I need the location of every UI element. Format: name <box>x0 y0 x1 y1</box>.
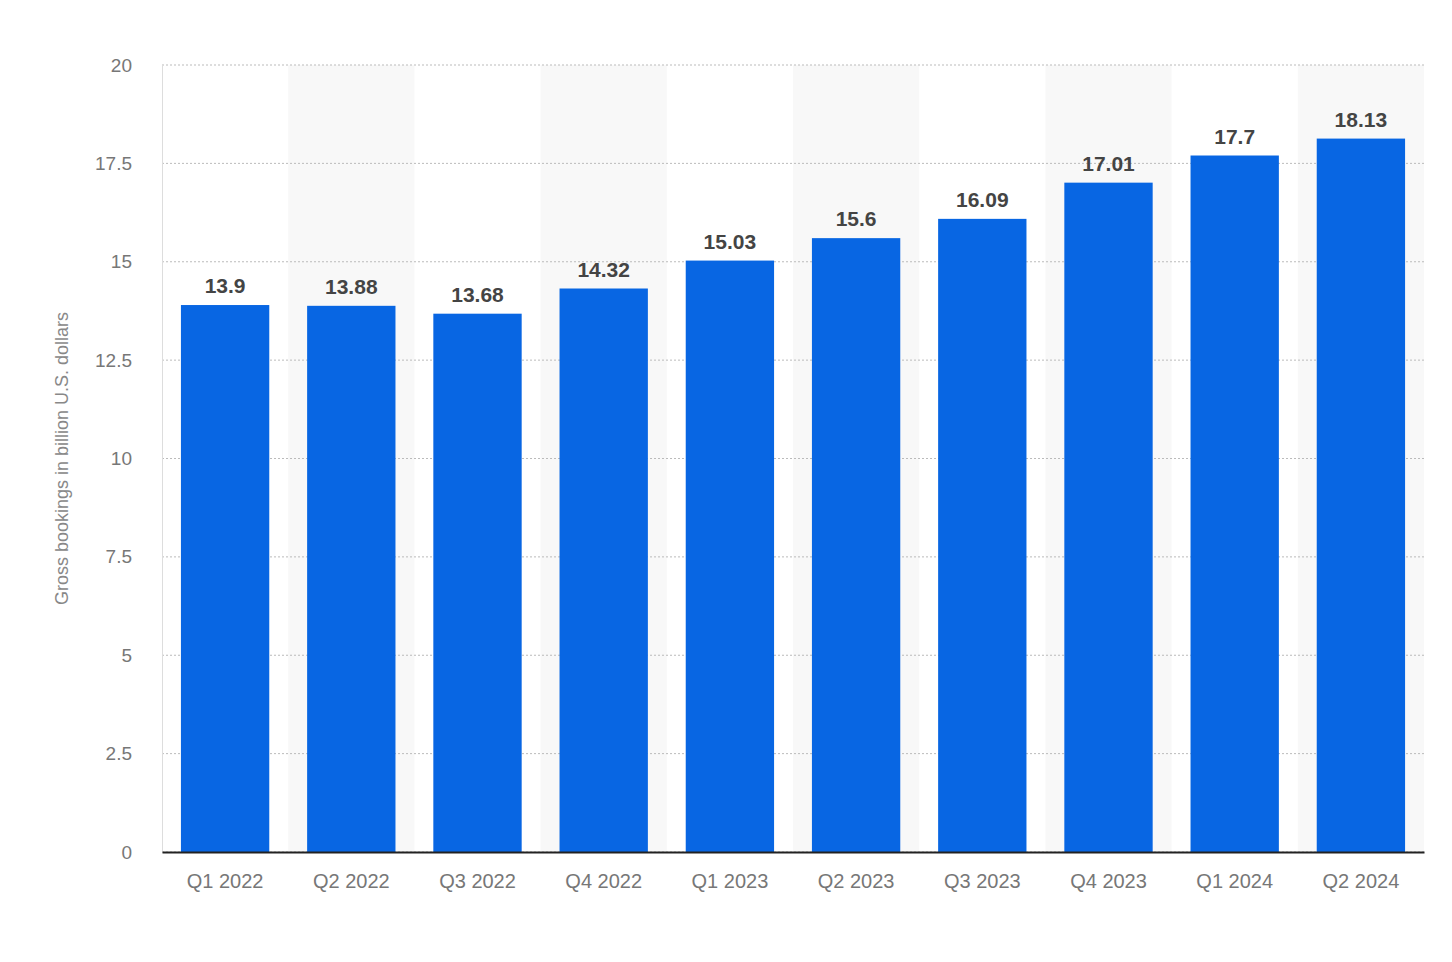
x-tick-label: Q2 2022 <box>313 870 390 892</box>
column-band <box>793 65 919 852</box>
y-axis-title: Gross bookings in billion U.S. dollars <box>52 312 72 605</box>
data-label: 13.88 <box>325 275 378 298</box>
bar <box>307 306 395 852</box>
x-tick-label: Q3 2022 <box>439 870 516 892</box>
x-tick: Q4 2022 <box>565 852 642 892</box>
y-tick-label: 2.5 <box>106 743 132 764</box>
x-tick: Q1 2024 <box>1196 852 1273 892</box>
y-tick-label: 10 <box>111 448 132 469</box>
y-tick: 7.5 <box>106 546 162 567</box>
bar <box>433 314 521 852</box>
x-tick-label: Q4 2022 <box>565 870 642 892</box>
y-tick: 10 <box>111 448 162 469</box>
bar <box>812 238 900 852</box>
y-tick-label: 17.5 <box>95 153 132 174</box>
x-tick: Q4 2023 <box>1070 852 1147 892</box>
bar <box>560 289 648 852</box>
column-band <box>1298 65 1424 852</box>
grid <box>162 65 1424 852</box>
chart: 0 2.5 5 7.5 10 12.5 15 17.5 20 Q1 2022 Q2 2022 Q3 2… <box>0 0 1452 962</box>
column-band <box>1045 65 1171 852</box>
bar <box>686 261 774 852</box>
x-tick-label: Q2 2024 <box>1323 870 1400 892</box>
y-tick: 15 <box>111 251 162 272</box>
x-tick: Q2 2022 <box>313 852 390 892</box>
data-label: 16.09 <box>956 188 1009 211</box>
y-tick-label: 15 <box>111 251 132 272</box>
data-label: 18.13 <box>1335 108 1388 131</box>
y-tick-label: 12.5 <box>95 350 132 371</box>
x-tick: Q1 2022 <box>187 852 264 892</box>
x-axis: Q1 2022 Q2 2022 Q3 2022 Q4 2022 Q1 2023 Q2 20… <box>163 852 1425 892</box>
x-tick: Q1 2023 <box>692 852 769 892</box>
data-label: 15.6 <box>836 207 877 230</box>
bar <box>181 305 269 852</box>
y-tick: 17.5 <box>95 153 162 174</box>
x-tick: Q3 2023 <box>944 852 1021 892</box>
y-tick-label: 20 <box>111 55 132 76</box>
x-tick-label: Q1 2022 <box>187 870 264 892</box>
bar <box>1317 139 1405 852</box>
x-tick-label: Q1 2023 <box>692 870 769 892</box>
y-tick: 20 <box>111 55 162 76</box>
x-tick: Q2 2024 <box>1323 852 1400 892</box>
y-tick: 2.5 <box>106 743 162 764</box>
column-band <box>288 65 414 852</box>
x-tick: Q2 2023 <box>818 852 895 892</box>
y-tick: 12.5 <box>95 350 162 371</box>
grid-line <box>162 65 1424 66</box>
data-labels: 13.9 13.88 13.68 14.32 15.03 15.6 16.09 17.01 17… <box>205 108 1388 306</box>
x-axis-line <box>163 852 1425 854</box>
data-label: 13.9 <box>205 274 246 297</box>
x-tick-label: Q1 2024 <box>1196 870 1273 892</box>
x-tick-label: Q3 2023 <box>944 870 1021 892</box>
y-tick-label: 5 <box>121 645 132 666</box>
data-label: 14.32 <box>577 258 630 281</box>
bar <box>1064 183 1152 852</box>
y-axis: 0 2.5 5 7.5 10 12.5 15 17.5 20 <box>95 55 162 863</box>
column-shading <box>288 65 1424 852</box>
y-tick-label: 7.5 <box>106 546 132 567</box>
data-label: 15.03 <box>704 230 757 253</box>
plot: 0 2.5 5 7.5 10 12.5 15 17.5 20 Q1 2022 Q2 2022 Q3 2… <box>95 55 1424 893</box>
bars <box>181 139 1405 852</box>
x-tick: Q3 2022 <box>439 852 516 892</box>
x-tick-label: Q2 2023 <box>818 870 895 892</box>
y-tick: 0 <box>121 842 162 863</box>
grid-line <box>162 852 1424 853</box>
y-axis-line <box>162 66 163 853</box>
data-label: 17.01 <box>1082 152 1135 175</box>
bar <box>938 219 1026 852</box>
bar <box>1191 156 1279 852</box>
data-label: 13.68 <box>451 283 504 306</box>
x-tick-label: Q4 2023 <box>1070 870 1147 892</box>
data-label: 17.7 <box>1214 125 1255 148</box>
y-tick: 5 <box>121 645 162 666</box>
y-tick-label: 0 <box>121 842 132 863</box>
